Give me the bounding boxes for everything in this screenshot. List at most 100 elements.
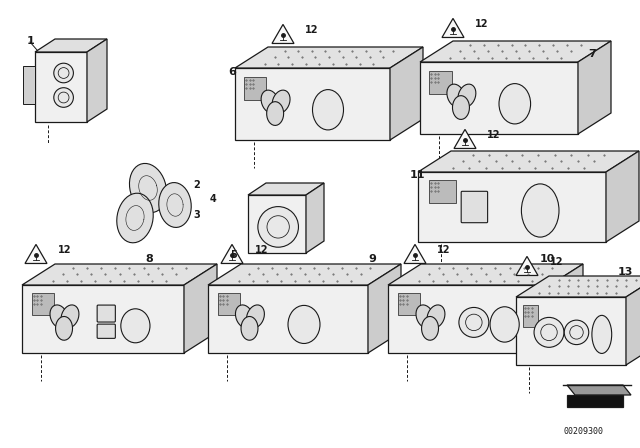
Polygon shape — [235, 68, 390, 140]
Polygon shape — [368, 264, 401, 353]
Bar — [523, 305, 538, 327]
Polygon shape — [454, 129, 476, 148]
Polygon shape — [35, 39, 107, 52]
Text: 3: 3 — [193, 210, 200, 220]
Circle shape — [564, 320, 589, 345]
Text: 12: 12 — [255, 245, 269, 255]
Polygon shape — [516, 276, 640, 297]
Text: 2: 2 — [193, 180, 200, 190]
Text: 12: 12 — [305, 25, 319, 35]
Polygon shape — [404, 245, 426, 263]
Polygon shape — [241, 316, 258, 340]
Polygon shape — [418, 151, 639, 172]
Polygon shape — [390, 47, 423, 140]
Polygon shape — [87, 39, 107, 122]
Ellipse shape — [288, 306, 320, 344]
Text: 12: 12 — [437, 245, 451, 255]
Polygon shape — [248, 195, 306, 253]
Polygon shape — [567, 385, 631, 395]
Text: 9: 9 — [368, 254, 376, 264]
Bar — [23, 66, 35, 104]
Text: 10: 10 — [540, 254, 556, 264]
Polygon shape — [550, 264, 583, 353]
Polygon shape — [420, 41, 611, 62]
Circle shape — [534, 317, 564, 347]
Circle shape — [570, 326, 583, 339]
Polygon shape — [420, 62, 578, 134]
Polygon shape — [516, 297, 626, 365]
Text: 5: 5 — [230, 250, 237, 260]
Text: 00209300: 00209300 — [563, 427, 603, 436]
Polygon shape — [159, 183, 191, 228]
Circle shape — [459, 307, 489, 337]
Text: 12: 12 — [58, 245, 72, 255]
Text: 12: 12 — [550, 257, 563, 267]
Circle shape — [541, 324, 557, 340]
Text: 1: 1 — [27, 36, 35, 46]
Polygon shape — [248, 183, 324, 195]
Polygon shape — [306, 183, 324, 253]
Bar — [218, 293, 240, 315]
Text: 11: 11 — [410, 170, 426, 180]
Text: 4: 4 — [210, 194, 217, 204]
Polygon shape — [578, 41, 611, 134]
FancyBboxPatch shape — [97, 324, 115, 338]
Circle shape — [58, 92, 69, 103]
Polygon shape — [388, 264, 583, 285]
Bar — [32, 293, 54, 315]
Circle shape — [267, 216, 289, 238]
Ellipse shape — [490, 307, 519, 342]
Polygon shape — [422, 316, 438, 340]
Text: 6: 6 — [228, 67, 236, 77]
Bar — [429, 71, 452, 94]
Ellipse shape — [499, 84, 531, 124]
Polygon shape — [452, 96, 470, 120]
Polygon shape — [388, 285, 550, 353]
Polygon shape — [61, 305, 79, 328]
Polygon shape — [22, 264, 217, 285]
Text: 12: 12 — [475, 19, 488, 29]
Polygon shape — [50, 305, 68, 328]
Circle shape — [54, 63, 74, 83]
Polygon shape — [272, 25, 294, 43]
Polygon shape — [458, 84, 476, 107]
Polygon shape — [35, 52, 87, 122]
Polygon shape — [22, 285, 184, 353]
Circle shape — [258, 207, 298, 247]
Polygon shape — [416, 305, 434, 328]
Polygon shape — [261, 90, 279, 113]
Polygon shape — [116, 193, 153, 243]
Polygon shape — [418, 172, 606, 242]
Polygon shape — [246, 305, 264, 328]
Ellipse shape — [312, 90, 344, 130]
Polygon shape — [442, 18, 464, 38]
FancyBboxPatch shape — [97, 305, 115, 322]
Circle shape — [466, 314, 482, 331]
Polygon shape — [272, 90, 290, 113]
Ellipse shape — [121, 309, 150, 343]
Polygon shape — [208, 264, 401, 285]
Polygon shape — [221, 245, 243, 263]
Polygon shape — [56, 316, 72, 340]
Ellipse shape — [592, 315, 612, 353]
Bar — [429, 181, 456, 203]
Polygon shape — [235, 47, 423, 68]
Polygon shape — [208, 285, 368, 353]
Bar — [397, 293, 420, 315]
Polygon shape — [267, 102, 284, 125]
Polygon shape — [184, 264, 217, 353]
Ellipse shape — [522, 184, 559, 237]
Circle shape — [54, 88, 74, 108]
Bar — [244, 77, 266, 99]
Polygon shape — [427, 305, 445, 328]
FancyBboxPatch shape — [461, 191, 488, 223]
Polygon shape — [129, 164, 166, 213]
Polygon shape — [626, 276, 640, 365]
Text: 8: 8 — [145, 254, 153, 264]
Text: 13: 13 — [618, 267, 634, 277]
Text: 7: 7 — [588, 49, 596, 59]
Polygon shape — [447, 84, 465, 107]
Circle shape — [58, 68, 69, 78]
Polygon shape — [236, 305, 253, 328]
Polygon shape — [567, 395, 623, 407]
